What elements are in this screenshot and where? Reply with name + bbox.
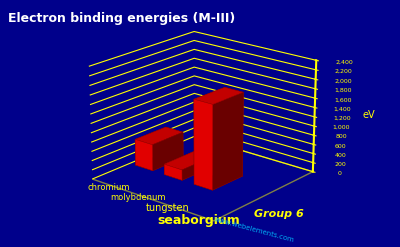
Text: Group 6: Group 6 [254, 209, 304, 219]
Text: Electron binding energies (M-III): Electron binding energies (M-III) [8, 12, 235, 25]
Text: www.webelements.com: www.webelements.com [214, 216, 295, 243]
